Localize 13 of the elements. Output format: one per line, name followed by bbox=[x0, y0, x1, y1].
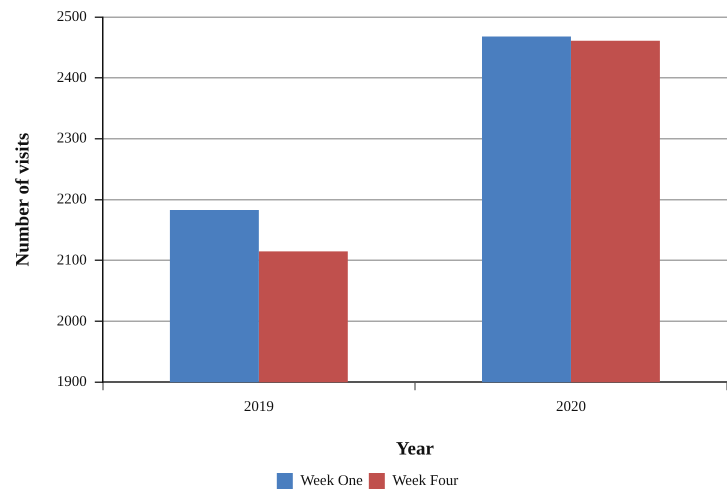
legend-label: Week One bbox=[300, 472, 364, 489]
x-tick-label: 2019 bbox=[244, 399, 274, 416]
legend-label: Week Four bbox=[392, 472, 458, 489]
y-tick-label: 2200 bbox=[56, 192, 87, 208]
y-tick-label: 1900 bbox=[56, 374, 87, 390]
x-axis-title: Year bbox=[396, 438, 434, 460]
y-tick-label: 2300 bbox=[56, 130, 87, 147]
y-tick-label: 2100 bbox=[56, 252, 87, 268]
x-tick-label: 2020 bbox=[556, 399, 586, 416]
y-tick-label: 2500 bbox=[56, 8, 87, 25]
y-tick-label: 2000 bbox=[56, 313, 87, 330]
y-axis-title: Number of visits bbox=[12, 132, 34, 266]
y-tick-label: 2400 bbox=[56, 70, 87, 86]
